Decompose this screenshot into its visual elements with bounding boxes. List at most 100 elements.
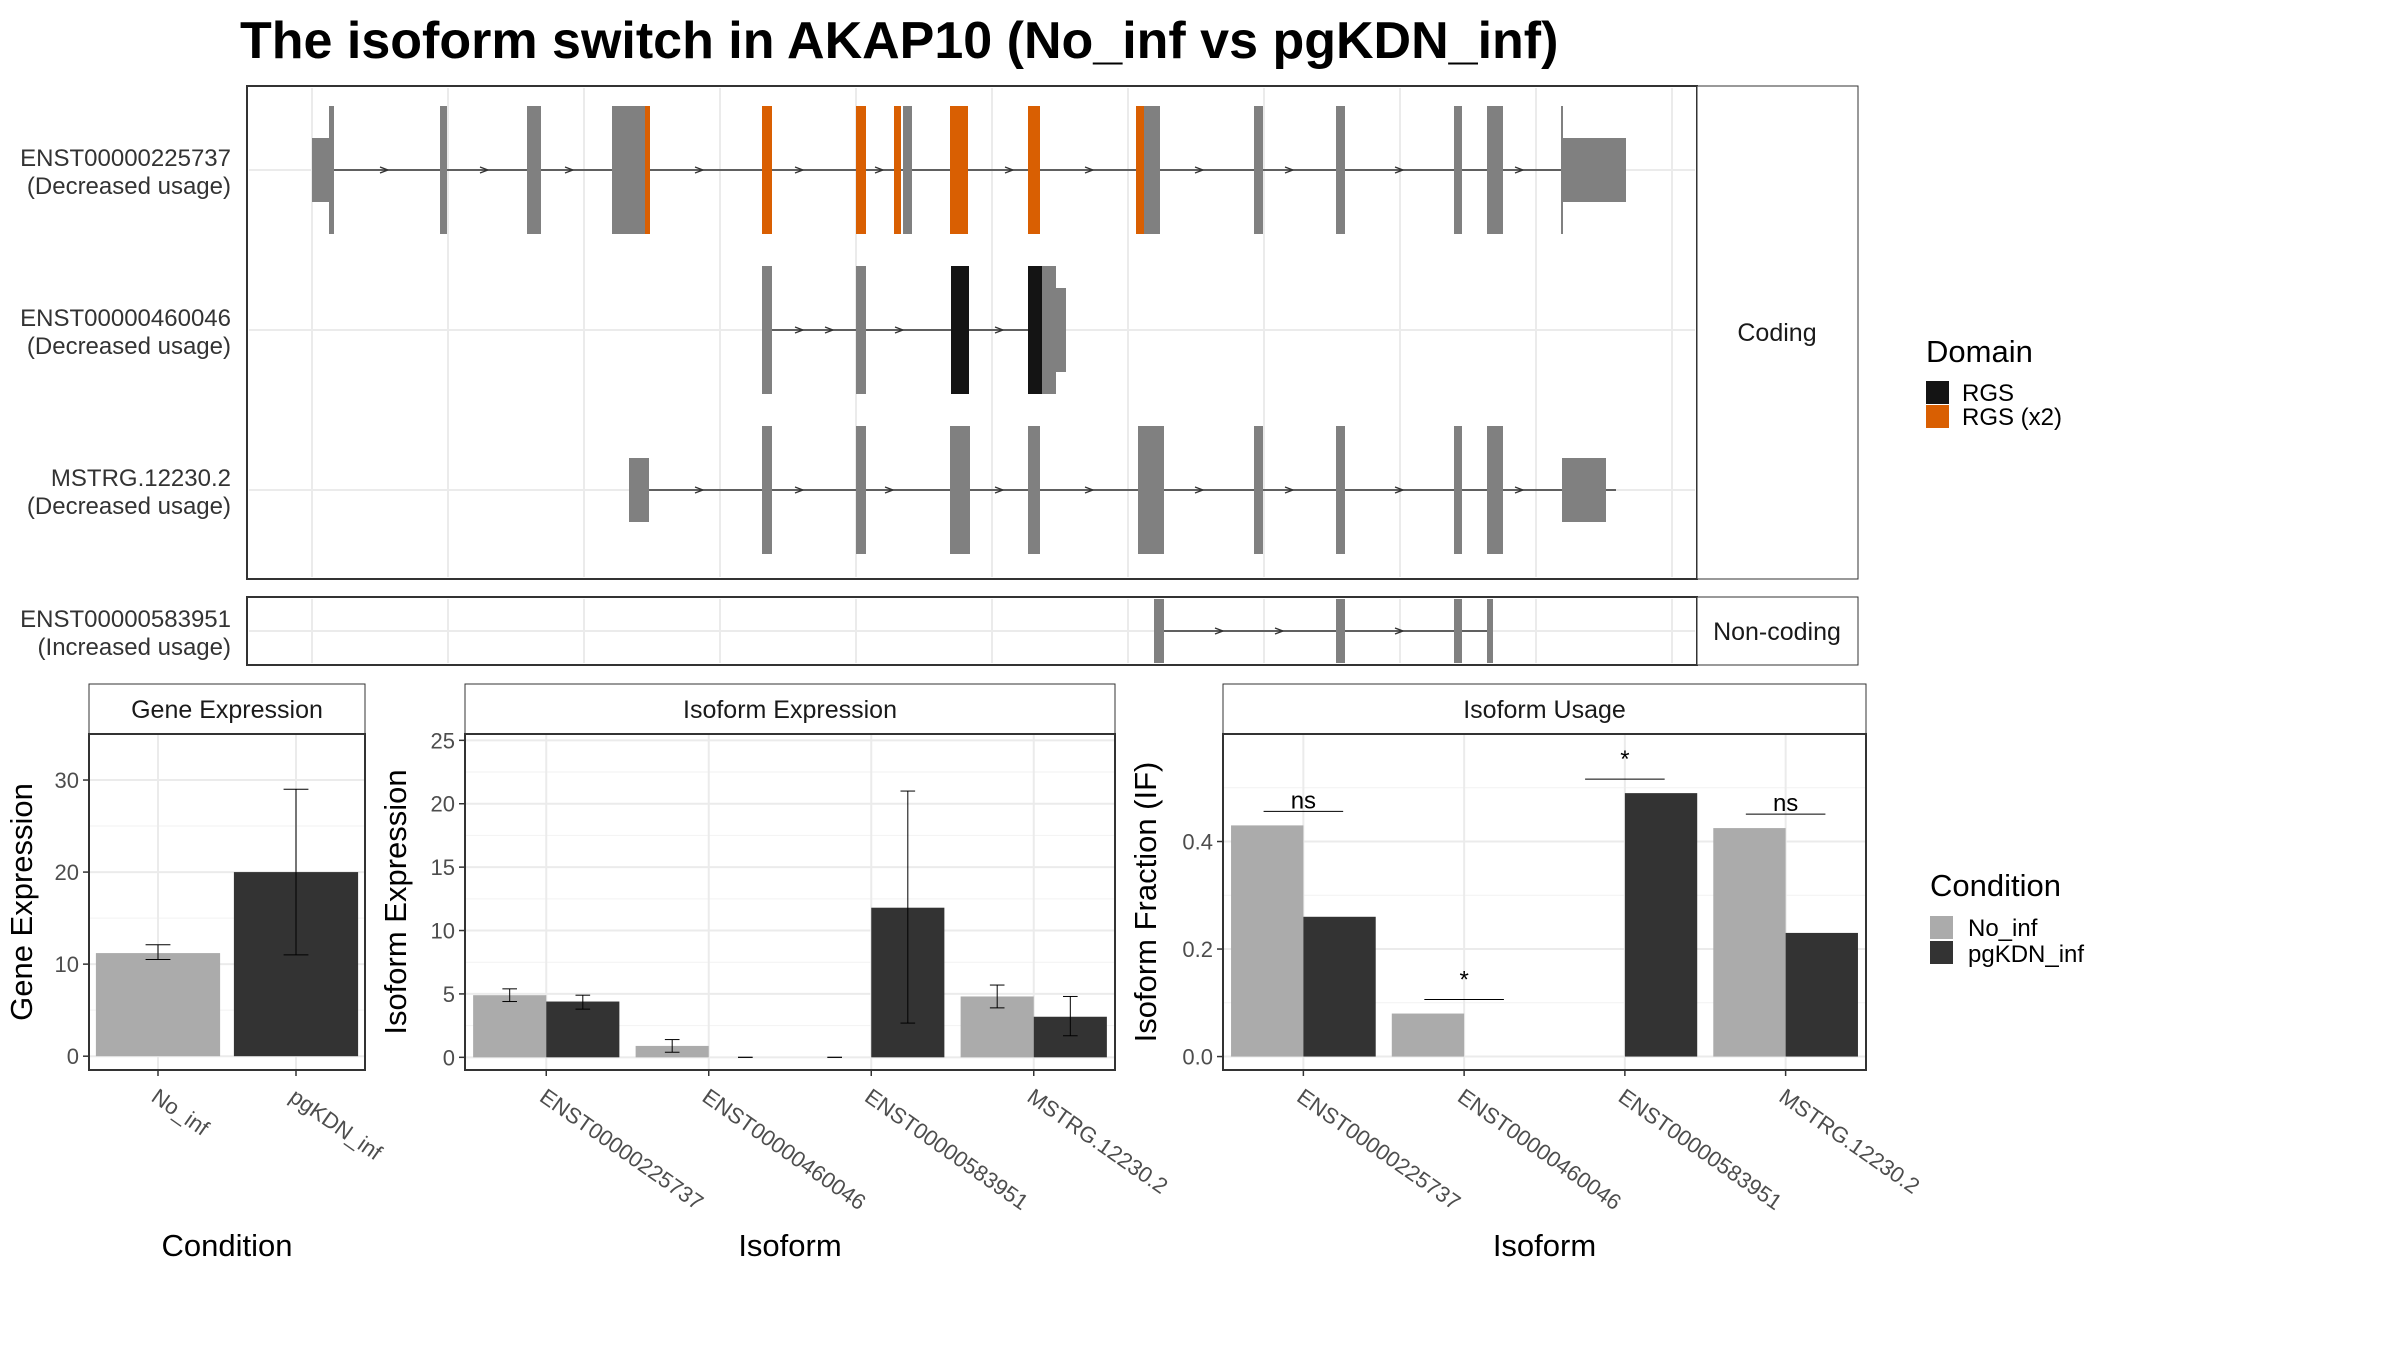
strand-arrow [894, 326, 905, 334]
domain-exon [1028, 266, 1042, 394]
exon [1454, 599, 1462, 663]
transcript-usage-label: (Decreased usage) [27, 493, 231, 520]
y-tick-label: 5 [443, 982, 455, 1007]
exon [1561, 106, 1563, 234]
exon [629, 458, 649, 522]
strand-arrow [1084, 486, 1095, 494]
exon [1336, 106, 1345, 234]
strand-arrow [1194, 486, 1205, 494]
chart-strip [464, 683, 1116, 735]
exon [1042, 266, 1056, 394]
transcript-label: MSTRG.12230.2 [51, 465, 231, 492]
strand-arrow [379, 166, 390, 174]
strand-arrow [1514, 166, 1525, 174]
y-tick-label: 0.2 [1182, 937, 1213, 962]
exon [1487, 106, 1503, 234]
strand-arrow [1284, 486, 1295, 494]
bar [1391, 1013, 1465, 1057]
significance-label: * [1459, 967, 1468, 994]
y-tick-label: 10 [55, 952, 79, 977]
transcript-label: ENST00000583951 [20, 606, 231, 633]
noncoding-strip [1696, 596, 1859, 666]
domain-exon [762, 106, 772, 234]
strand-arrow [794, 486, 805, 494]
legend-swatch-rgs-x2 [1926, 405, 1949, 428]
strand-arrow [1284, 166, 1295, 174]
transcript-label: ENST00000460046 [20, 305, 231, 332]
exon [1562, 458, 1606, 522]
y-tick-label: 0 [67, 1044, 79, 1069]
exon [856, 266, 866, 394]
domain-exon [950, 106, 968, 234]
exon [1154, 599, 1164, 663]
y-tick-label: 25 [431, 728, 455, 753]
exon [1144, 106, 1160, 234]
exon [1562, 138, 1626, 202]
strand-arrow [1194, 166, 1205, 174]
exon [312, 138, 330, 202]
strand-arrow [794, 166, 805, 174]
exon [762, 266, 772, 394]
panel-border [1222, 733, 1867, 1071]
exon [950, 426, 966, 554]
significance-label: ns [1291, 787, 1316, 814]
condition-legend-title: Condition [1930, 868, 2061, 903]
chart-title: Isoform Expression [683, 696, 897, 724]
condition-legend: Condition No_inf pgKDN_inf [1930, 868, 2084, 968]
strip-label-noncoding: Non-coding [1713, 618, 1841, 646]
significance-label: ns [1773, 790, 1798, 817]
y-tick-label: 0.4 [1182, 830, 1213, 855]
coding-panel-border [246, 85, 1698, 580]
strip-label-coding: Coding [1737, 319, 1816, 347]
exon [1056, 288, 1066, 372]
transcript-structure-panel: CodingNon-codingENST00000225737(Decrease… [20, 85, 1859, 666]
x-tick-label: ENST00000583951 [860, 1084, 1033, 1215]
transcript-usage-label: (Decreased usage) [27, 173, 231, 200]
strand-arrow [994, 486, 1005, 494]
y-tick-label: 0 [443, 1045, 455, 1070]
exon [329, 106, 334, 234]
strand-arrow [794, 326, 805, 334]
bar [1303, 916, 1376, 1057]
y-tick-label: 20 [55, 860, 79, 885]
panel-border [464, 733, 1116, 1071]
legend-swatch-no-inf [1930, 916, 1953, 939]
transcript-usage-label: (Increased usage) [38, 634, 231, 661]
strand-arrow [824, 326, 835, 334]
transcript-label: ENST00000225737 [20, 145, 231, 172]
y-tick-label: 10 [431, 919, 455, 944]
exon [1454, 106, 1462, 234]
legend-swatch-pgkdn-inf [1930, 941, 1953, 964]
exon [903, 106, 912, 234]
strand-arrow [1214, 627, 1225, 635]
exon [612, 106, 646, 234]
domain-exon [856, 106, 866, 234]
exon [1254, 426, 1263, 554]
strand-arrow [1394, 627, 1405, 635]
exon [1487, 599, 1493, 663]
x-tick-label: ENST00000460046 [1453, 1084, 1626, 1215]
strand-arrow [1084, 166, 1095, 174]
figure-title: The isoform switch in AKAP10 (No_inf vs … [240, 12, 1558, 70]
y-tick-label: 30 [55, 768, 79, 793]
exon [1138, 426, 1164, 554]
strand-arrow [1004, 166, 1015, 174]
bar [546, 1001, 620, 1058]
y-tick-label: 0.0 [1182, 1045, 1213, 1070]
domain-legend: Domain RGS RGS (x2) [1926, 334, 2062, 431]
domain-exon [1028, 106, 1040, 234]
chart-strip [1222, 683, 1867, 735]
chart-title: Gene Expression [131, 696, 323, 724]
significance-label: * [1620, 746, 1629, 773]
bar [1231, 825, 1304, 1057]
x-tick-label: ENST00000225737 [1293, 1084, 1466, 1215]
domain-exon [1136, 106, 1144, 234]
strand-arrow [564, 166, 575, 174]
x-tick-label: MSTRG.12230.2 [1023, 1084, 1173, 1199]
strand-arrow [1274, 627, 1285, 635]
bar [1713, 828, 1786, 1057]
strand-arrow [479, 166, 490, 174]
domain-exon [894, 106, 901, 234]
x-tick-label: ENST00000225737 [535, 1084, 708, 1215]
